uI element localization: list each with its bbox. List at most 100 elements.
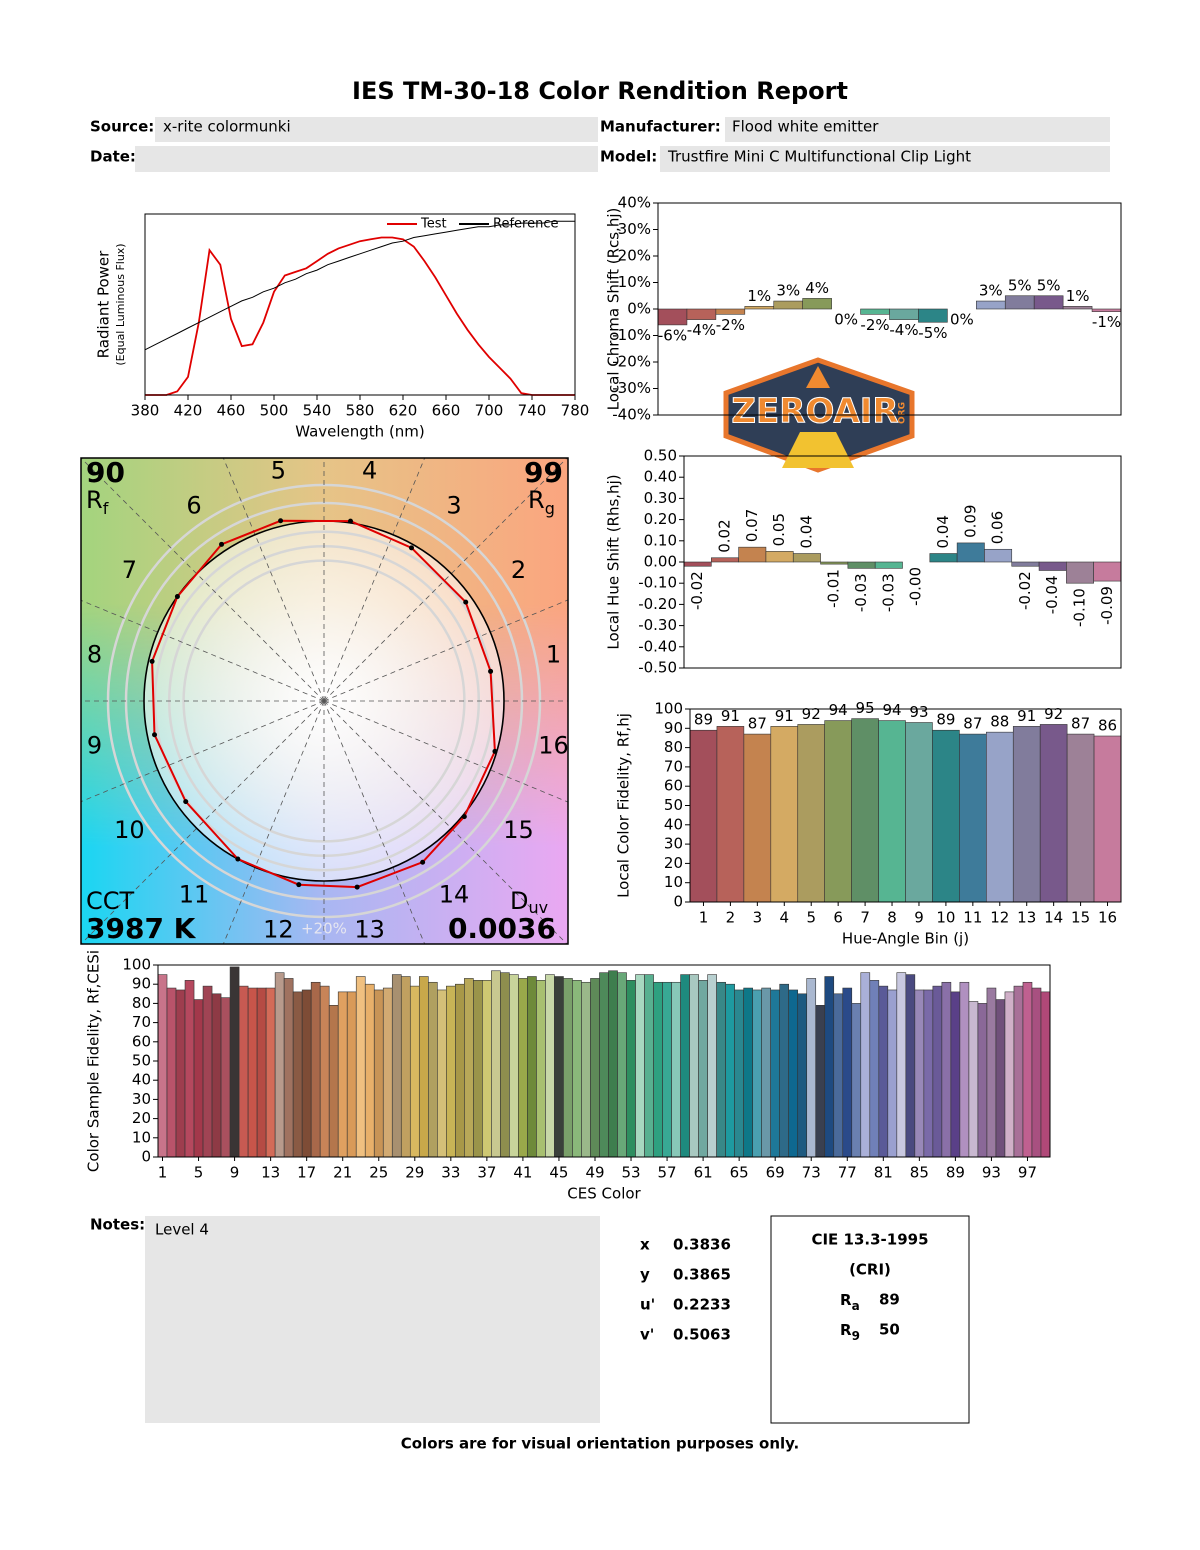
y-tick-label: 30% xyxy=(618,220,651,238)
bar xyxy=(889,308,919,320)
bar xyxy=(820,561,849,565)
x-axis-label: Hue-Angle Bin (j) xyxy=(842,930,969,948)
bar xyxy=(833,993,844,1158)
bar xyxy=(437,989,447,1158)
bar xyxy=(635,974,645,1158)
data-label: 5% xyxy=(1037,276,1061,294)
x-tick-label: 2 xyxy=(726,909,736,927)
ra-value: 89 xyxy=(879,1291,900,1309)
x-tick-label: 8 xyxy=(887,909,897,927)
y-tick-label: -0.30 xyxy=(638,616,677,634)
field-label: Model: xyxy=(600,148,657,166)
chart: -0.50 -0.40 -0.30 -0.20 -0.10 0.00 0.10 0.20 0.3… xyxy=(605,447,1122,677)
data-label: 86 xyxy=(1098,717,1117,735)
bar xyxy=(1012,726,1041,903)
chromaticity-value: 0.5063 xyxy=(673,1326,731,1344)
bar xyxy=(738,546,767,563)
y-axis-label: Local Chroma Shift (Rcs,hj) xyxy=(605,208,623,411)
bar xyxy=(878,985,889,1158)
x-tick-label: 41 xyxy=(513,1164,532,1182)
bar xyxy=(1033,295,1064,310)
x-tick-label: 660 xyxy=(432,402,461,420)
bar xyxy=(743,987,753,1158)
bar xyxy=(1040,991,1051,1158)
y-tick-label: -0.20 xyxy=(638,595,677,613)
bar xyxy=(455,983,465,1158)
vg-bin-label: 12 xyxy=(263,916,294,944)
data-label: -0.09 xyxy=(1098,586,1116,625)
y-tick-label: 100 xyxy=(122,956,151,974)
bar xyxy=(166,987,177,1158)
vg-bin-label: 8 xyxy=(87,640,102,668)
bar xyxy=(887,989,898,1158)
x-tick-label: 700 xyxy=(475,402,504,420)
data-label: 93 xyxy=(909,703,928,721)
ra-symbol: Ra xyxy=(840,1291,860,1313)
x-tick-label: 97 xyxy=(1018,1164,1037,1182)
bar xyxy=(428,981,438,1158)
vg-bin-label: 2 xyxy=(511,556,526,584)
bar xyxy=(238,985,249,1158)
x-tick-label: 740 xyxy=(518,402,547,420)
vg-test-vertex xyxy=(420,859,426,865)
bar xyxy=(373,989,384,1158)
bar xyxy=(923,989,934,1158)
data-label: 0.04 xyxy=(797,515,815,548)
data-label: -0.02 xyxy=(1016,571,1034,610)
bar xyxy=(310,981,321,1158)
chromaticity-label: x xyxy=(640,1236,650,1254)
data-label: -2% xyxy=(860,316,889,334)
bar xyxy=(797,993,808,1158)
y-tick-label: 10 xyxy=(664,873,683,891)
data-label: 0.06 xyxy=(989,511,1007,544)
plot-frame xyxy=(657,202,1122,416)
data-label: -5% xyxy=(918,324,947,342)
chromaticity-value: 0.3865 xyxy=(673,1266,731,1284)
x-tick-label: 69 xyxy=(766,1164,785,1182)
data-label: -4% xyxy=(687,321,716,339)
x-tick-label: 14 xyxy=(1044,909,1063,927)
x-tick-label: 81 xyxy=(874,1164,893,1182)
chart: 380 420 460 500 540 580 620 660 700 740 780 Test Ref… xyxy=(95,213,590,441)
notes-text: Level 4 xyxy=(155,1221,209,1239)
x-tick-label: 780 xyxy=(561,402,590,420)
subscript: uv xyxy=(528,898,548,917)
bar xyxy=(1039,724,1068,903)
vg-ring xyxy=(153,530,495,872)
data-label: 0.09 xyxy=(961,505,979,538)
x-tick-label: 57 xyxy=(658,1164,677,1182)
symbol: R xyxy=(528,486,545,514)
bar xyxy=(842,987,853,1158)
data-label: 91 xyxy=(721,707,740,725)
y-tick-label: 60 xyxy=(132,1032,151,1050)
bar xyxy=(878,720,906,903)
x-tick-label: 53 xyxy=(621,1164,640,1182)
bar xyxy=(464,978,474,1158)
rf-symbol: Rf xyxy=(86,486,109,518)
bar xyxy=(265,987,276,1158)
y-tick-label: 0% xyxy=(627,300,651,318)
x-tick-label: 620 xyxy=(389,402,418,420)
y-tick-label: 100 xyxy=(654,700,683,718)
bar xyxy=(657,308,688,326)
data-label: -0.04 xyxy=(1043,575,1061,614)
x-tick-label: 29 xyxy=(405,1164,424,1182)
bar xyxy=(941,981,952,1158)
bar xyxy=(364,983,375,1158)
bar xyxy=(446,985,456,1158)
bar xyxy=(590,978,600,1158)
y-tick-label: -0.10 xyxy=(638,574,677,592)
x-tick-label: 17 xyxy=(297,1164,316,1182)
duv-value: 0.0036 xyxy=(448,912,556,945)
data-label: 1% xyxy=(747,287,771,305)
logo-road xyxy=(782,432,854,468)
y-tick-label: 90 xyxy=(132,975,151,993)
chromaticity-value: 0.2233 xyxy=(673,1296,731,1314)
bar xyxy=(473,980,483,1158)
bar xyxy=(1093,735,1122,903)
data-label: 3% xyxy=(776,282,800,300)
bar xyxy=(689,729,718,903)
bar xyxy=(847,561,876,569)
